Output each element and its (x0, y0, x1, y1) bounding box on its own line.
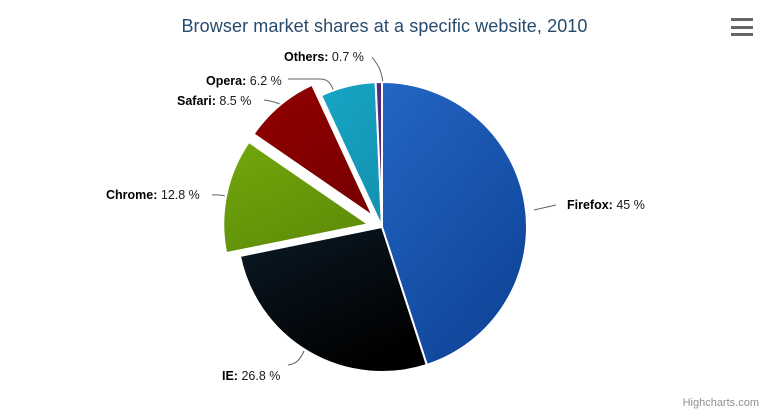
menu-bar-3 (731, 33, 753, 36)
hamburger-menu-icon[interactable] (731, 16, 755, 38)
pie-slice-ie[interactable] (238, 226, 428, 373)
menu-bar-1 (731, 18, 753, 21)
connector-others (371, 56, 384, 85)
connector-firefox (533, 204, 557, 211)
pie-slices (222, 81, 528, 373)
pie-slice-others[interactable] (374, 81, 383, 228)
chart-title: Browser market shares at a specific webs… (181, 16, 588, 36)
pie-slice-firefox[interactable] (381, 81, 528, 366)
pie-slice-chrome[interactable] (222, 140, 370, 255)
connector-ie (287, 350, 305, 366)
menu-bar-2 (731, 25, 753, 29)
credits-link[interactable]: Highcharts.com (682, 397, 759, 409)
pie-slice-safari[interactable] (252, 83, 374, 218)
